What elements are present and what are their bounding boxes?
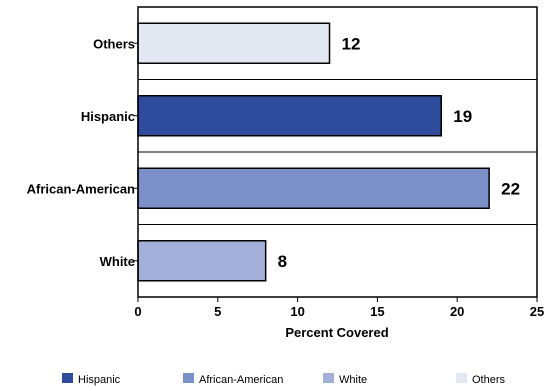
legend-label: Hispanic <box>78 374 121 386</box>
value-label: 22 <box>501 179 520 198</box>
axes <box>134 6 538 298</box>
gridlines <box>138 79 537 225</box>
legend-swatch <box>62 373 73 383</box>
legend-label: Others <box>472 374 506 386</box>
bars <box>137 22 490 282</box>
legend-swatch <box>323 373 334 383</box>
legend-label: White <box>339 374 367 386</box>
category-label: White <box>100 254 135 269</box>
legend: Hispanic African-American White Others <box>62 373 506 386</box>
x-tick-label: 25 <box>530 304 544 319</box>
value-label: 12 <box>342 34 361 53</box>
x-tick-label: 15 <box>370 304 384 319</box>
x-tick-label: 10 <box>290 304 304 319</box>
bar-others <box>137 22 331 64</box>
bar-white <box>137 240 267 282</box>
category-label: African-American <box>27 181 135 196</box>
legend-label: African-American <box>199 374 283 386</box>
category-label: Others <box>93 36 135 51</box>
category-labels: Others Hispanic African-American White <box>27 36 135 269</box>
bar-hispanic <box>137 95 442 137</box>
x-axis-label: Percent Covered <box>285 325 388 340</box>
x-tick-label: 20 <box>450 304 464 319</box>
bar-african-american <box>137 167 490 209</box>
category-label: Hispanic <box>81 109 135 124</box>
x-tick-label: 0 <box>134 304 141 319</box>
value-label: 19 <box>453 107 472 126</box>
x-ticks: 0 5 10 15 20 25 <box>134 297 544 319</box>
legend-swatch <box>456 373 467 383</box>
x-tick-label: 5 <box>214 304 221 319</box>
value-label: 8 <box>278 252 287 271</box>
plot-frame <box>137 6 538 298</box>
value-labels: 12 19 22 8 <box>278 34 520 271</box>
legend-swatch <box>183 373 194 383</box>
